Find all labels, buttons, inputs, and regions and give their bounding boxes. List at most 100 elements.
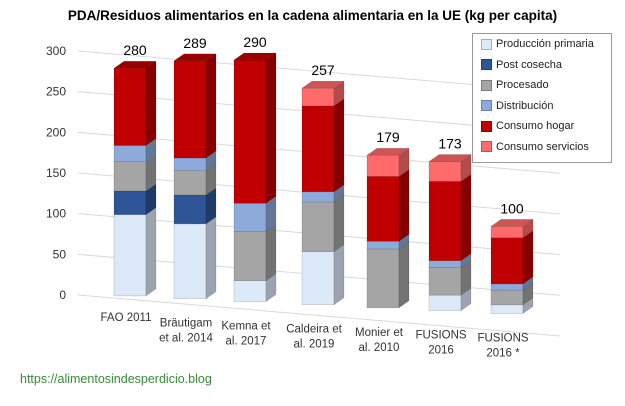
- bar-segment: [366, 248, 400, 309]
- legend-label: Producción primaria: [496, 38, 594, 51]
- bar-segment: [366, 176, 400, 242]
- x-tick-label: FAO 2011: [101, 312, 152, 324]
- bar-segment-side: [205, 216, 217, 300]
- bar-top: [113, 60, 157, 69]
- x-tick-label: Caldeira et: [286, 324, 342, 336]
- bar-segment: [233, 231, 267, 281]
- legend-swatch: [481, 100, 492, 112]
- x-tick-label: Monier et: [355, 327, 404, 339]
- bar-segment: [301, 201, 335, 252]
- bar-segment: [490, 237, 524, 285]
- legend-item: Distribución: [473, 96, 611, 117]
- bar-segment: [113, 190, 147, 215]
- legend-item: Procesado: [473, 75, 611, 96]
- data-label: 173: [438, 136, 462, 152]
- bar-segment: [490, 289, 524, 306]
- bar-top: [301, 80, 345, 89]
- bar-segment: [233, 59, 267, 204]
- bar-segment-side: [265, 273, 277, 303]
- data-label: 290: [243, 34, 267, 50]
- bar-segment-side: [460, 173, 472, 262]
- bar-segment-side: [145, 60, 157, 146]
- bar-segment: [113, 145, 147, 162]
- bar-segment: [173, 60, 207, 159]
- bar-segment: [428, 181, 462, 261]
- legend-label: Consumo hogar: [496, 120, 575, 133]
- bar-segment-side: [333, 244, 345, 306]
- bar-segment: [490, 304, 524, 314]
- bar-segment: [233, 280, 267, 302]
- legend-label: Distribución: [496, 99, 554, 112]
- bar-segment-side: [398, 241, 410, 309]
- bar-segment-side: [460, 287, 472, 312]
- bar-segment-side: [522, 276, 534, 291]
- bar-segment: [173, 157, 207, 171]
- legend-item: Post cosecha: [473, 55, 611, 76]
- y-tick-label: 300: [46, 44, 66, 58]
- data-label: 289: [183, 35, 207, 51]
- bar-top: [490, 219, 534, 227]
- legend-item: Producción primaria: [473, 34, 611, 55]
- legend-item: Consumo hogar: [473, 116, 611, 137]
- x-tick-label: al. 2017: [226, 336, 267, 348]
- bar-segment: [428, 267, 462, 296]
- gridline: [77, 294, 561, 337]
- bar-top: [366, 147, 410, 156]
- x-tick-label: FUSIONS: [415, 330, 466, 342]
- source-url[interactable]: https://alimentosindesperdicio.blog: [20, 372, 212, 386]
- legend-swatch: [481, 38, 492, 50]
- data-label: 100: [500, 200, 524, 216]
- bar-segment: [490, 226, 524, 238]
- bar-segment-side: [522, 282, 534, 306]
- bar-segment-side: [333, 98, 345, 193]
- bar-segment: [428, 161, 462, 182]
- bar-segment: [113, 161, 147, 192]
- x-tick-label: et al. 2014: [159, 333, 213, 345]
- bar-segment-side: [265, 52, 277, 204]
- data-label: 179: [376, 129, 400, 145]
- legend-swatch: [481, 59, 492, 71]
- x-tick-label: Bräutigam: [160, 318, 212, 330]
- legend-item: Consumo servicios: [473, 137, 611, 158]
- bar-segment: [301, 105, 335, 193]
- bar-segment-side: [265, 224, 277, 282]
- x-tick-label: 2016: [428, 345, 454, 357]
- bar-top: [233, 52, 277, 61]
- y-tick-label: 50: [53, 247, 67, 261]
- bar-segment: [113, 214, 147, 297]
- legend-swatch: [481, 120, 492, 132]
- bar-segment: [301, 251, 335, 305]
- x-tick-label: FUSIONS: [477, 333, 528, 345]
- chart-title: PDA/Residuos alimentarios en la cadena a…: [67, 8, 558, 23]
- bar-segment: [173, 223, 207, 299]
- bar-segment: [428, 294, 462, 311]
- x-tick-label: al. 2010: [359, 342, 400, 354]
- bar-segment-side: [460, 260, 472, 296]
- y-tick-label: 100: [46, 207, 66, 221]
- bar-segment: [490, 283, 524, 291]
- x-tick-label: al. 2019: [294, 339, 335, 351]
- data-label: 257: [311, 62, 335, 78]
- legend-swatch: [481, 141, 492, 153]
- y-tick-label: 250: [46, 85, 66, 99]
- bar-segment-side: [205, 53, 217, 159]
- data-label: 280: [123, 42, 147, 58]
- x-tick-label: 2016 *: [486, 348, 520, 360]
- bar-segment: [173, 170, 207, 196]
- y-tick-label: 150: [46, 166, 66, 180]
- bar-segment-side: [333, 194, 345, 253]
- bar-segment: [301, 191, 335, 203]
- x-tick-label: Kemna et: [221, 321, 271, 333]
- bar-segment: [113, 67, 147, 146]
- y-tick-label: 0: [59, 288, 66, 302]
- legend-label: Procesado: [496, 79, 549, 92]
- bar-segment-side: [522, 230, 534, 285]
- bar-top: [173, 53, 217, 62]
- bar-segment: [173, 194, 207, 225]
- legend: Producción primaria Post cosecha Procesado…: [472, 33, 612, 163]
- bar-segment: [366, 241, 400, 250]
- legend-label: Post cosecha: [496, 58, 563, 71]
- bar-segment-side: [398, 169, 410, 242]
